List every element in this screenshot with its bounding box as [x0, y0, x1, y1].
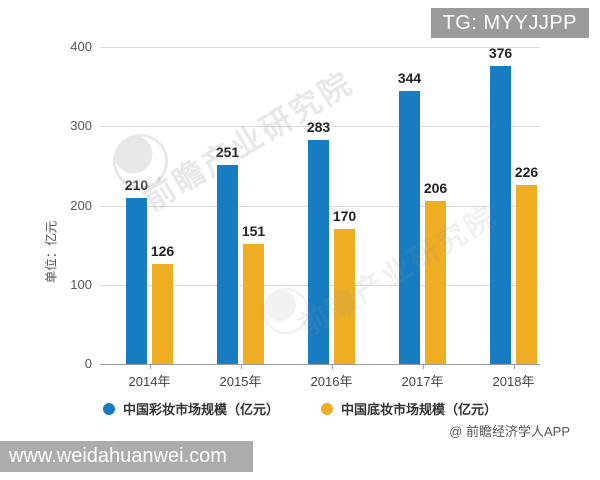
bar-value-label: 376 — [488, 45, 513, 62]
legend-item: 中国彩妆市场规模（亿元） — [102, 399, 279, 418]
x-tick-label: 2016年 — [310, 374, 353, 389]
x-tick-label: 2014年 — [128, 374, 171, 389]
bar: 126 — [151, 243, 174, 364]
footer-url-bar: www.weidahuanwei.com — [0, 441, 253, 472]
bar: 226 — [515, 164, 538, 364]
y-tick-label: 100 — [70, 276, 92, 292]
axis-tick — [422, 365, 424, 369]
axis-tick — [240, 365, 242, 369]
footer-url: www.weidahuanwei.com — [9, 445, 227, 467]
axis-tick — [513, 365, 515, 369]
x-tick-label: 2015年 — [219, 374, 262, 389]
bar: 376 — [489, 45, 512, 364]
bar-group: 283 170 — [286, 47, 377, 369]
bar-value-label: 151 — [241, 223, 266, 240]
bar-group: 251 151 — [195, 47, 286, 369]
bar: 344 — [398, 70, 421, 364]
legend-swatch — [102, 402, 115, 415]
y-tick-label: 0 — [84, 356, 92, 371]
bars-layer: 210 126 251 151 283 170 344 206 376 226 — [104, 45, 559, 369]
grid-line — [100, 47, 540, 48]
y-axis-title: 单位：亿元 — [44, 220, 59, 284]
bar: 283 — [307, 119, 330, 364]
bar-value-label: 251 — [215, 144, 240, 161]
legend-swatch — [321, 402, 333, 415]
legend-label: 中国彩妆市场规模（亿元） — [122, 402, 279, 417]
bar: 210 — [125, 177, 148, 364]
grid-line — [100, 126, 540, 128]
source-credit: @ 前瞻经济学人APP — [449, 424, 570, 439]
bar-value-label: 226 — [514, 163, 539, 180]
bar: 151 — [242, 223, 265, 364]
tg-badge: TG: MYYJJPP — [430, 8, 589, 38]
y-tick-label: 300 — [70, 118, 92, 134]
bar-value-label: 344 — [397, 70, 422, 87]
x-axis-line — [100, 364, 540, 365]
legend-label: 中国底妆市场规模（亿元） — [341, 402, 498, 417]
bar: 251 — [216, 144, 239, 364]
y-tick-label: 400 — [70, 39, 92, 54]
x-axis-labels: 2014年 2015年 2016年 2017年 2018年 — [104, 371, 559, 390]
bar-value-label: 283 — [306, 118, 331, 135]
axis-tick — [331, 365, 333, 369]
bar-group: 376 226 — [468, 45, 559, 369]
bar-value-label: 206 — [423, 179, 448, 196]
bar-value-label: 170 — [332, 208, 357, 225]
axis-tick — [149, 365, 151, 369]
y-tick-label: 200 — [70, 197, 92, 213]
bar-group: 344 206 — [377, 47, 468, 369]
bar-value-label: 210 — [124, 176, 149, 193]
chart-legend: 中国彩妆市场规模（亿元） 中国底妆市场规模（亿元） — [0, 399, 600, 418]
x-tick-label: 2018年 — [492, 374, 535, 389]
bar: 170 — [333, 208, 356, 364]
x-tick-label: 2017年 — [401, 374, 444, 389]
bar: 206 — [424, 180, 447, 364]
legend-item: 中国底妆市场规模（亿元） — [321, 399, 497, 418]
bar-value-label: 126 — [150, 243, 175, 260]
bar-group: 210 126 — [104, 47, 195, 369]
